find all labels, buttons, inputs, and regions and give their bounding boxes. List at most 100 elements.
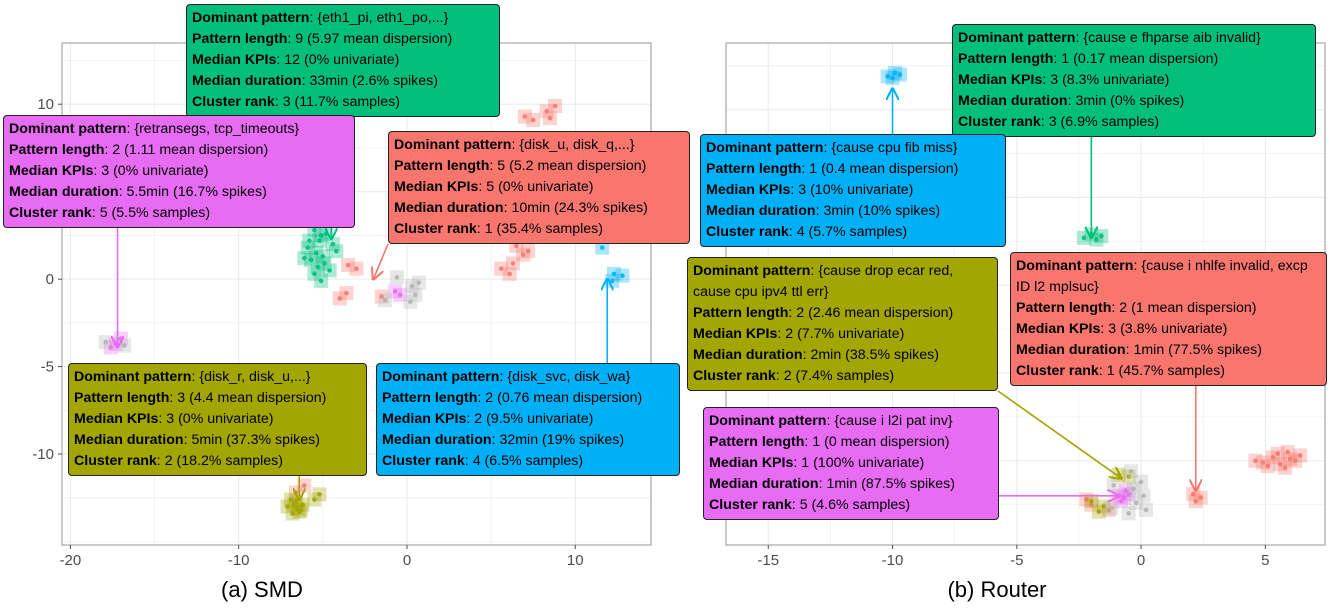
scatter-point	[312, 227, 317, 233]
scatter-point	[1096, 509, 1102, 514]
scatter-point	[317, 491, 322, 497]
caption-router: (b) Router	[947, 577, 1046, 602]
median-kpis-key: Median KPIs	[958, 72, 1043, 88]
scatter-point	[298, 507, 304, 513]
median-duration-key: Median duration	[958, 93, 1068, 109]
median-duration-value: 2min (38.5% spikes)	[810, 347, 939, 363]
scatter-point	[1131, 486, 1136, 492]
callout-smd-green: Dominant pattern: {eth1_pi, eth1_po,...}…	[186, 4, 500, 117]
scatter-point	[1099, 233, 1104, 239]
scatter-point	[1126, 474, 1131, 479]
scatter-point	[308, 257, 314, 263]
scatter-point	[1190, 491, 1196, 497]
dominant-pattern-key: Dominant pattern	[1016, 258, 1134, 274]
scatter-point	[1143, 507, 1149, 513]
pattern-length-value: 1 (0 mean dispersion)	[812, 434, 950, 450]
scatter-point	[300, 502, 305, 508]
scatter-point	[1275, 451, 1281, 457]
scatter-point	[1128, 468, 1134, 474]
scatter-point	[609, 278, 615, 284]
median-kpis-value: 2 (7.7% univariate)	[785, 326, 905, 342]
dominant-pattern-value: {eth1_pi, eth1_po,...}	[317, 10, 449, 26]
scatter-point	[397, 292, 403, 298]
median-kpis-key: Median KPIs	[709, 455, 794, 471]
scatter-point	[1198, 495, 1204, 500]
cluster-rank-value: 1 (35.4% samples)	[484, 221, 603, 237]
median-duration-value: 3min (10% spikes)	[823, 203, 941, 219]
scatter-point	[121, 343, 127, 348]
scatter-point	[890, 75, 895, 81]
scatter-point	[302, 255, 307, 261]
pattern-length-key: Pattern length	[9, 142, 105, 158]
scatter-point	[547, 115, 553, 121]
scatter-point	[510, 261, 516, 266]
scatter-point	[1123, 488, 1129, 493]
x-tick-label: 10	[567, 552, 584, 569]
scatter-point	[1101, 504, 1107, 509]
scatter-point	[620, 273, 625, 278]
cluster-rank-key: Cluster rank	[382, 453, 465, 469]
median-duration-key: Median duration	[1016, 342, 1126, 358]
scatter-point	[394, 275, 400, 280]
x-tick-label: -15	[757, 552, 779, 569]
scatter-point	[1121, 495, 1126, 500]
median-duration-key: Median duration	[74, 432, 184, 448]
pattern-length-value: 2 (1 mean dispersion)	[1119, 300, 1257, 316]
x-tick-label: -5	[1010, 552, 1023, 569]
median-kpis-value: 3 (3.8% univariate)	[1108, 321, 1228, 337]
median-duration-value: 33min (2.6% spikes)	[309, 73, 438, 89]
scatter-point	[345, 262, 351, 268]
pattern-length-key: Pattern length	[1016, 300, 1112, 316]
median-duration-key: Median duration	[192, 73, 302, 89]
scatter-point	[408, 299, 413, 305]
pattern-length-value: 2 (1.11 mean dispersion)	[112, 142, 269, 158]
cluster-rank-key: Cluster rank	[693, 368, 776, 384]
scatter-point	[544, 108, 549, 114]
x-tick-label: -10	[882, 552, 904, 569]
median-kpis-value: 3 (10% univariate)	[798, 182, 914, 198]
x-tick-label: -10	[228, 552, 250, 569]
median-kpis-value: 3 (8.3% univariate)	[1050, 72, 1170, 88]
scatter-point	[288, 497, 294, 502]
median-duration-key: Median duration	[382, 432, 492, 448]
dominant-pattern-key: Dominant pattern	[958, 30, 1076, 46]
median-duration-key: Median duration	[709, 476, 819, 492]
x-tick-label: 0	[403, 552, 411, 569]
callout-router-green: Dominant pattern: {cause e fhparse aib i…	[952, 24, 1316, 137]
scatter-point	[1193, 498, 1199, 504]
median-kpis-value: 12 (0% univariate)	[284, 52, 400, 68]
scatter-point	[322, 261, 327, 266]
annotation-arrow	[997, 390, 1121, 478]
scatter-point	[530, 117, 536, 123]
dominant-pattern-key: Dominant pattern	[706, 140, 824, 156]
dominant-pattern-key: Dominant pattern	[382, 369, 500, 385]
median-kpis-key: Median KPIs	[706, 182, 791, 198]
scatter-point	[1265, 463, 1271, 469]
scatter-point	[290, 511, 295, 516]
cluster-rank-value: 5 (4.6% samples)	[799, 497, 911, 513]
scatter-point	[103, 339, 109, 345]
scatter-point	[1089, 502, 1094, 507]
cluster-rank-key: Cluster rank	[1016, 363, 1099, 379]
scatter-point	[1297, 453, 1303, 458]
scatter-point	[514, 243, 519, 249]
scatter-point	[318, 278, 324, 284]
scatter-point	[312, 271, 317, 277]
pattern-length-value: 1 (0.4 mean dispersion)	[809, 161, 959, 177]
pattern-length-value: 9 (5.97 mean dispersion)	[295, 31, 453, 47]
scatter-point	[507, 271, 512, 277]
scatter-point	[354, 266, 359, 271]
dominant-pattern-key: Dominant pattern	[9, 121, 127, 137]
median-duration-value: 32min (19% spikes)	[499, 432, 625, 448]
scatter-point	[1084, 497, 1089, 502]
y-tick-label: -5	[41, 359, 54, 376]
scatter-point	[379, 294, 385, 299]
dominant-pattern-value: {retransegs, tcp_timeouts}	[134, 121, 300, 137]
cluster-rank-key: Cluster rank	[192, 94, 275, 110]
dominant-pattern-value: {cause i nhlfe invalid, excp ID l2 mplsu…	[1016, 258, 1308, 295]
scatter-point	[315, 264, 321, 270]
scatter-point	[1118, 498, 1124, 504]
pattern-length-value: 2 (0.76 mean dispersion)	[485, 390, 643, 406]
scatter-point	[313, 250, 319, 256]
dominant-pattern-value: {cause drop ecar red, cause cpu ipv4 ttl…	[693, 263, 954, 300]
